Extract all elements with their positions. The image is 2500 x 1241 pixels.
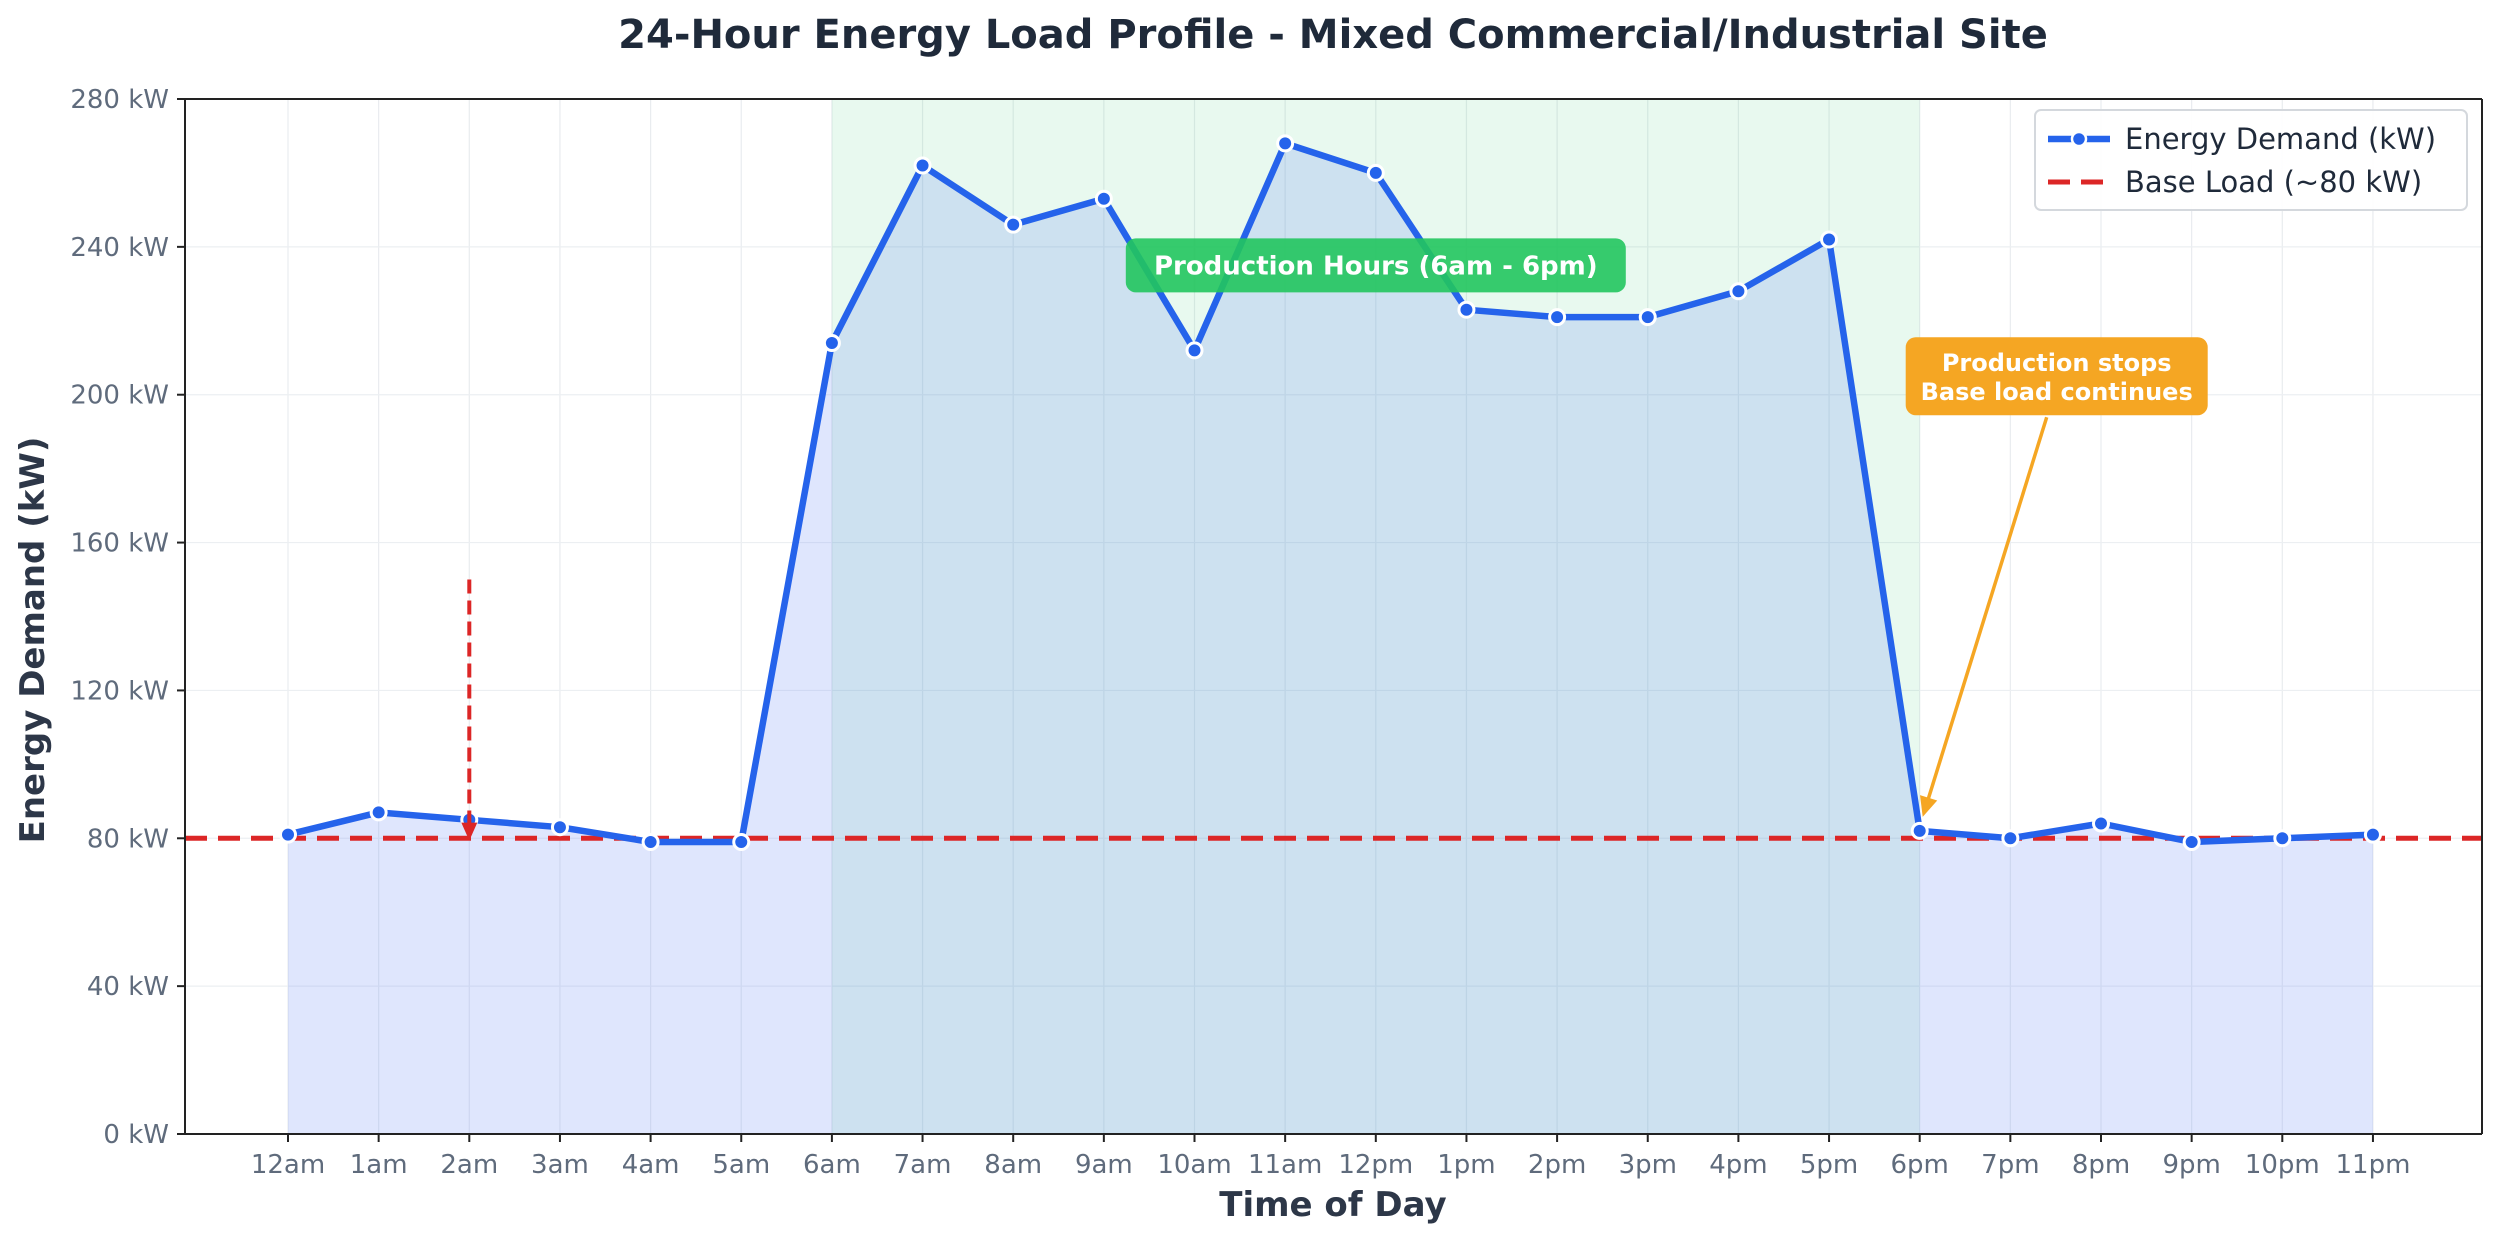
plot-area: 0 kW 40 kW 80 kW 120 kW 160 kW 200 kW 240 kW 28… — [70, 85, 2483, 1180]
x-tick-label: 12pm — [1338, 1150, 1413, 1180]
demand-data-point — [1366, 163, 1385, 182]
demand-data-point — [1638, 308, 1657, 327]
x-tick-label: 4am — [622, 1150, 680, 1180]
marker-arrow-head — [461, 822, 478, 841]
x-tick-label: 3am — [531, 1150, 589, 1180]
demand-data-point — [2092, 814, 2110, 833]
x-tick-label: 1am — [350, 1150, 408, 1180]
x-tick-label: 6pm — [1891, 1150, 1949, 1180]
demand-data-point — [1457, 300, 1476, 319]
x-tick-label: 7pm — [1981, 1150, 2039, 1180]
annotation-arrow-shaft — [1925, 416, 2049, 803]
x-tick-label: 10pm — [2245, 1150, 2320, 1180]
demand-data-point — [913, 156, 932, 175]
demand-data-point — [2001, 829, 2020, 848]
demand-data-point — [369, 803, 388, 822]
x-tick-label: 7am — [894, 1150, 952, 1180]
demand-data-point — [550, 818, 569, 837]
demand-data-point — [279, 825, 297, 844]
y-tick-label: 120 kW — [70, 676, 169, 706]
x-tick-label: 11am — [1248, 1150, 1322, 1180]
demand-data-point — [2363, 825, 2382, 844]
y-tick-label: 200 kW — [70, 381, 169, 411]
demand-data-point — [1910, 821, 1929, 840]
x-tick-label: 11pm — [2335, 1150, 2410, 1180]
y-tick-label: 240 kW — [70, 233, 169, 263]
legend: Energy Demand (kW) Base Load (~80 kW) — [2034, 109, 2468, 211]
demand-data-point — [1185, 341, 1204, 360]
production-hours-label: Production Hours (6am - 6pm) — [1154, 251, 1598, 281]
x-tick-label: 1pm — [1437, 1150, 1495, 1180]
y-tick-label: 280 kW — [70, 85, 169, 115]
demand-data-point — [1548, 308, 1567, 327]
annotation-text-line: Base load continues — [1921, 378, 2193, 406]
demand-data-point — [2182, 832, 2201, 851]
annotation-text-line: Production stops — [1942, 349, 2172, 377]
annotation-arrow-head — [1920, 795, 1938, 817]
x-tick-label: 8pm — [2072, 1150, 2130, 1180]
chart-title: 24-Hour Energy Load Profile - Mixed Comm… — [618, 12, 2048, 58]
legend-base-label: Base Load (~80 kW) — [2125, 165, 2422, 199]
x-tick-label: 9pm — [2162, 1150, 2220, 1180]
demand-data-point — [822, 333, 841, 352]
production-hours-label-box — [1125, 238, 1626, 293]
demand-data-point — [732, 832, 751, 851]
x-axis-title: Time of Day — [1219, 1185, 1446, 1225]
x-tick-label: 10am — [1157, 1150, 1231, 1180]
x-tick-label: 4pm — [1709, 1150, 1767, 1180]
y-tick-label: 160 kW — [70, 529, 169, 559]
x-tick-label: 9am — [1075, 1150, 1133, 1180]
x-tick-label: 3pm — [1619, 1150, 1677, 1180]
y-axis-title: Energy Demand (kW) — [13, 437, 53, 844]
y-tick-label: 40 kW — [87, 972, 169, 1002]
legend-demand-label: Energy Demand (kW) — [2125, 122, 2436, 156]
x-tick-label: 2pm — [1528, 1150, 1586, 1180]
demand-data-point — [641, 832, 660, 851]
y-tick-label: 0 kW — [103, 1120, 169, 1150]
x-tick-label: 5pm — [1800, 1150, 1858, 1180]
legend-box — [2034, 109, 2468, 211]
demand-data-point — [1820, 230, 1839, 249]
demand-data-point — [1276, 134, 1295, 153]
demand-data-point — [1094, 189, 1113, 208]
demand-data-point — [1729, 282, 1748, 301]
demand-series-line — [284, 140, 2377, 846]
demand-data-point — [1004, 215, 1023, 234]
x-tick-label: 8am — [984, 1150, 1042, 1180]
x-tick-label: 6am — [803, 1150, 861, 1180]
demand-data-point — [2273, 829, 2292, 848]
x-tick-label: 5am — [712, 1150, 770, 1180]
annotation-box — [1905, 337, 2208, 416]
x-tick-label: 12am — [251, 1150, 325, 1180]
legend-demand-marker — [2070, 130, 2088, 148]
y-tick-label: 80 kW — [87, 824, 169, 854]
x-tick-label: 2am — [440, 1150, 498, 1180]
